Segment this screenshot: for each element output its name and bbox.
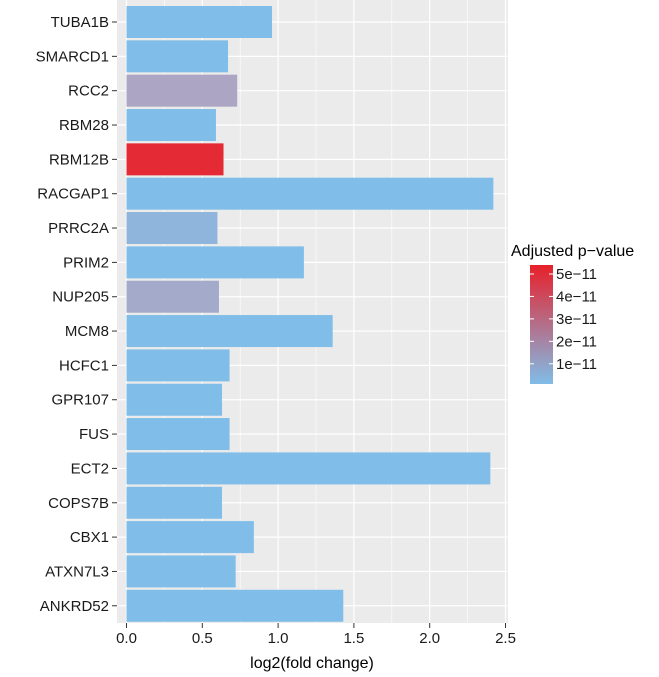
category-labels: TUBA1B SMARCD1 RCC2 RBM28 RBM12B RACGAP1 PRRC2…	[36, 14, 117, 615]
category-label: RBM28	[59, 117, 109, 134]
bar-rbm12b	[126, 143, 224, 176]
bar-hcfc1	[126, 349, 230, 382]
bar-mcm8	[126, 315, 333, 348]
category-label: PRIM2	[63, 254, 109, 271]
legend-label: 4e−11	[556, 288, 597, 305]
legend-label: 2e−11	[556, 333, 597, 350]
bar-nup205	[126, 280, 219, 313]
legend-colorbar	[530, 265, 553, 384]
bar-atxn7l3	[126, 555, 236, 588]
legend-label: 3e−11	[556, 311, 597, 328]
category-label: HCFC1	[59, 357, 109, 374]
bar-rbm28	[126, 109, 216, 142]
x-tick-label: 2.0	[419, 630, 440, 647]
category-label: ANKRD52	[40, 598, 109, 615]
x-tick-label: 1.0	[268, 630, 289, 647]
category-label: SMARCD1	[36, 48, 109, 65]
category-label: RBM12B	[49, 151, 109, 168]
bar-fus	[126, 418, 230, 451]
legend-title: Adjusted p−value	[511, 243, 634, 260]
category-label: COPS7B	[48, 495, 109, 512]
x-tick-label: 0.5	[192, 630, 213, 647]
category-label: PRRC2A	[48, 220, 109, 237]
bars	[126, 6, 494, 622]
x-tick-label: 0.0	[116, 630, 137, 647]
category-label: NUP205	[52, 289, 109, 306]
legend-label: 1e−11	[556, 356, 597, 373]
category-label: CBX1	[70, 529, 109, 546]
x-axis-ticks: 0.0 0.5 1.0 1.5 2.0 2.5	[116, 623, 516, 647]
bar-prrc2a	[126, 212, 218, 245]
category-label: ECT2	[71, 460, 109, 477]
x-axis-title: log2(fold change)	[250, 655, 374, 672]
category-label: RCC2	[68, 83, 109, 100]
category-label: GPR107	[51, 392, 109, 409]
bar-gpr107	[126, 383, 223, 416]
category-label: MCM8	[65, 323, 109, 340]
bar-tuba1b	[126, 6, 273, 38]
x-tick-label: 2.5	[495, 630, 516, 647]
legend-ticks: 5e−11 4e−11 3e−11 2e−11 1e−11	[530, 266, 597, 373]
legend-label: 5e−11	[556, 266, 597, 283]
bar-ect2	[126, 452, 491, 485]
bar-cops7b	[126, 486, 223, 519]
category-label: TUBA1B	[51, 14, 109, 31]
bar-racgap1	[126, 177, 494, 210]
bar-rcc2	[126, 74, 238, 107]
category-label: RACGAP1	[37, 186, 109, 203]
legend: Adjusted p−value 5e−11 4e−11 3e−11 2e−11 1e−…	[511, 243, 634, 384]
x-tick-label: 1.5	[343, 630, 364, 647]
bar-ankrd52	[126, 589, 344, 622]
category-label: FUS	[79, 426, 109, 443]
bar-prim2	[126, 246, 304, 279]
bar-smarcd1	[126, 40, 229, 73]
bar-cbx1	[126, 521, 254, 554]
category-label: ATXN7L3	[45, 563, 109, 580]
